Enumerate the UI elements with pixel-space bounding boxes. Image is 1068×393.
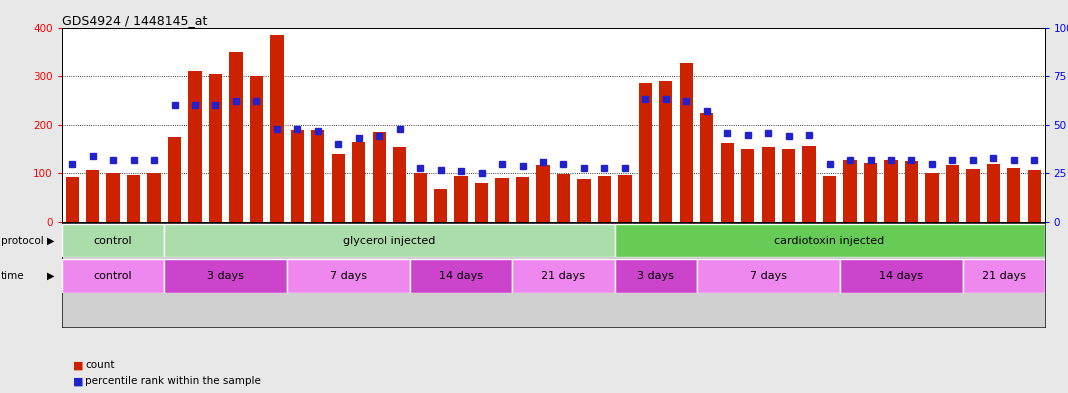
Bar bbox=[290, 130, 304, 222]
Bar bbox=[475, 183, 488, 222]
Bar bbox=[679, 63, 693, 222]
Bar bbox=[107, 173, 120, 222]
Bar bbox=[905, 161, 918, 222]
Text: 3 days: 3 days bbox=[638, 271, 674, 281]
Bar bbox=[598, 176, 611, 222]
Text: GDS4924 / 1448145_at: GDS4924 / 1448145_at bbox=[62, 14, 207, 27]
Bar bbox=[1007, 167, 1020, 222]
Text: 7 days: 7 days bbox=[750, 271, 787, 281]
Bar bbox=[536, 165, 550, 222]
Text: ▶: ▶ bbox=[47, 271, 54, 281]
FancyBboxPatch shape bbox=[62, 224, 164, 257]
Text: 21 days: 21 days bbox=[981, 271, 1025, 281]
Bar bbox=[209, 74, 222, 222]
FancyBboxPatch shape bbox=[513, 259, 614, 293]
Bar bbox=[168, 137, 182, 222]
Bar bbox=[188, 71, 202, 222]
Bar bbox=[127, 175, 140, 222]
Bar bbox=[332, 154, 345, 222]
Bar bbox=[87, 170, 99, 222]
Text: ■: ■ bbox=[73, 360, 83, 371]
FancyBboxPatch shape bbox=[614, 259, 696, 293]
Text: time: time bbox=[1, 271, 25, 281]
Bar bbox=[1027, 169, 1041, 222]
Text: control: control bbox=[94, 271, 132, 281]
Bar bbox=[701, 113, 713, 222]
FancyBboxPatch shape bbox=[962, 259, 1045, 293]
FancyBboxPatch shape bbox=[839, 259, 962, 293]
Bar bbox=[987, 163, 1000, 222]
Bar bbox=[393, 147, 406, 222]
Bar bbox=[761, 147, 774, 222]
Bar bbox=[352, 142, 365, 222]
Bar bbox=[844, 160, 857, 222]
Bar bbox=[496, 178, 508, 222]
Bar bbox=[721, 143, 734, 222]
Bar bbox=[413, 173, 427, 222]
Bar bbox=[864, 163, 877, 222]
Bar bbox=[639, 83, 651, 222]
Bar bbox=[455, 176, 468, 222]
Bar bbox=[556, 174, 570, 222]
Text: glycerol injected: glycerol injected bbox=[343, 236, 436, 246]
Bar bbox=[147, 173, 160, 222]
Bar bbox=[270, 35, 283, 222]
Text: 21 days: 21 days bbox=[541, 271, 585, 281]
Bar bbox=[782, 149, 796, 222]
Bar bbox=[65, 177, 79, 222]
FancyBboxPatch shape bbox=[287, 259, 410, 293]
Text: control: control bbox=[94, 236, 132, 246]
FancyBboxPatch shape bbox=[62, 259, 164, 293]
Bar bbox=[741, 149, 754, 222]
Bar bbox=[373, 132, 386, 222]
Bar bbox=[925, 173, 939, 222]
Text: ■: ■ bbox=[73, 376, 83, 386]
Bar bbox=[516, 177, 529, 222]
Bar bbox=[618, 175, 631, 222]
Bar bbox=[434, 189, 447, 222]
Text: 14 days: 14 days bbox=[439, 271, 483, 281]
Bar bbox=[230, 52, 242, 222]
Bar bbox=[823, 176, 836, 222]
Bar bbox=[311, 130, 325, 222]
Bar bbox=[967, 169, 979, 222]
Text: protocol: protocol bbox=[1, 236, 44, 246]
Bar bbox=[946, 165, 959, 222]
Text: 14 days: 14 days bbox=[879, 271, 923, 281]
Text: 3 days: 3 days bbox=[207, 271, 245, 281]
FancyBboxPatch shape bbox=[410, 259, 513, 293]
FancyBboxPatch shape bbox=[614, 224, 1045, 257]
Text: 7 days: 7 days bbox=[330, 271, 367, 281]
Bar bbox=[578, 179, 591, 222]
Text: ▶: ▶ bbox=[47, 236, 54, 246]
Text: count: count bbox=[85, 360, 115, 371]
Bar bbox=[250, 76, 263, 222]
Bar bbox=[802, 146, 816, 222]
FancyBboxPatch shape bbox=[696, 259, 839, 293]
Text: percentile rank within the sample: percentile rank within the sample bbox=[85, 376, 262, 386]
Text: cardiotoxin injected: cardiotoxin injected bbox=[774, 236, 884, 246]
FancyBboxPatch shape bbox=[164, 224, 614, 257]
Bar bbox=[884, 160, 897, 222]
Bar bbox=[659, 81, 673, 222]
FancyBboxPatch shape bbox=[164, 259, 287, 293]
